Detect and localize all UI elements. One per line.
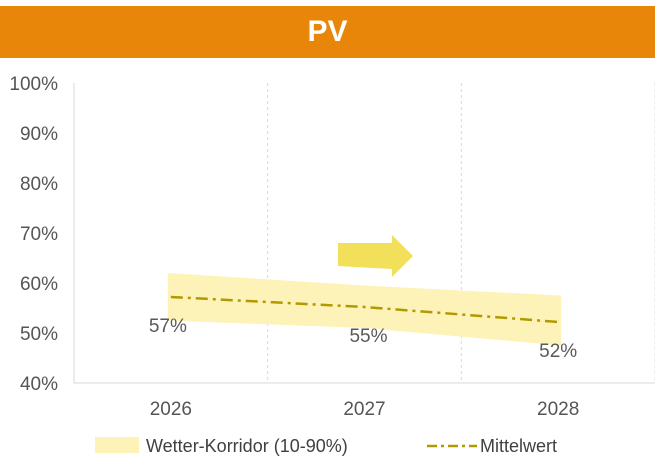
y-tick-label: 60%	[20, 274, 58, 295]
data-label: 57%	[149, 316, 187, 337]
legend-line-label: Mittelwert	[480, 436, 557, 456]
y-tick-label: 90%	[20, 124, 58, 145]
data-labels: 57% 55% 52%	[149, 316, 577, 362]
mean-line	[170, 295, 559, 324]
y-tick-label: 70%	[20, 224, 58, 245]
data-label: 55%	[349, 326, 387, 347]
x-tick-label: 2027	[343, 399, 385, 420]
arrow-right-shape	[338, 235, 413, 277]
y-tick-labels: 40% 50% 60% 70% 80% 90% 100%	[9, 74, 58, 395]
y-tick-label: 50%	[20, 324, 58, 345]
grid	[73, 83, 655, 384]
legend-band-swatch	[95, 437, 139, 453]
x-tick-label: 2028	[537, 399, 579, 420]
chart-title: PV	[307, 15, 348, 48]
corridor-band-layer	[167, 273, 562, 346]
legend: Wetter-Korridor (10-90%) Mittelwert	[95, 436, 557, 456]
corridor-band	[167, 273, 562, 346]
y-tick-label: 100%	[9, 74, 58, 95]
title-bar: PV	[0, 6, 655, 58]
data-label: 52%	[539, 341, 577, 362]
y-tick-label: 80%	[20, 174, 58, 195]
y-tick-label: 40%	[20, 374, 58, 395]
arrow-right-icon	[338, 235, 413, 277]
x-tick-labels: 2026 2027 2028	[150, 399, 580, 420]
x-tick-label: 2026	[150, 399, 192, 420]
mean-line-layer	[170, 295, 559, 324]
legend-band-label: Wetter-Korridor (10-90%)	[146, 436, 348, 456]
